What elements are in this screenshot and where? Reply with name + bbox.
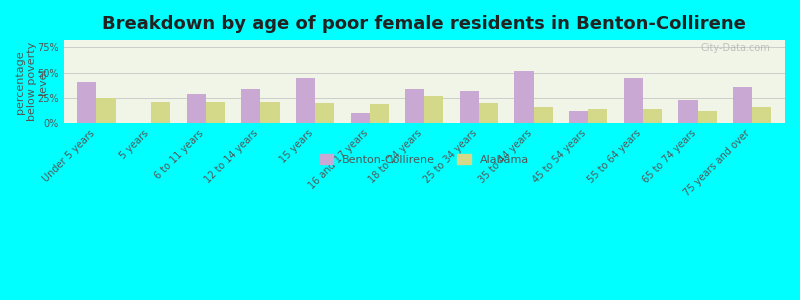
Bar <box>186 94 206 123</box>
Bar <box>733 87 752 123</box>
Bar <box>151 102 170 123</box>
Bar <box>296 78 315 123</box>
Legend: Benton-Collirene, Alabama: Benton-Collirene, Alabama <box>315 150 534 169</box>
Bar <box>514 70 534 123</box>
Bar <box>405 89 424 123</box>
Bar <box>479 103 498 123</box>
Title: Breakdown by age of poor female residents in Benton-Collirene: Breakdown by age of poor female resident… <box>102 15 746 33</box>
Bar <box>97 98 115 123</box>
Bar <box>460 91 479 123</box>
Text: City-Data.com: City-Data.com <box>701 43 770 52</box>
Bar <box>315 103 334 123</box>
Bar <box>698 111 717 123</box>
Bar <box>588 109 607 123</box>
Bar <box>624 78 643 123</box>
Bar <box>260 102 279 123</box>
Bar <box>569 111 588 123</box>
Y-axis label: percentage
below poverty
level: percentage below poverty level <box>15 42 48 121</box>
Bar <box>424 96 443 123</box>
Bar <box>678 100 698 123</box>
Bar <box>643 109 662 123</box>
Bar <box>206 102 225 123</box>
Bar <box>78 82 97 123</box>
Bar <box>242 89 260 123</box>
Bar <box>534 107 553 123</box>
Bar <box>350 113 370 123</box>
Bar <box>752 107 771 123</box>
Bar <box>370 104 389 123</box>
